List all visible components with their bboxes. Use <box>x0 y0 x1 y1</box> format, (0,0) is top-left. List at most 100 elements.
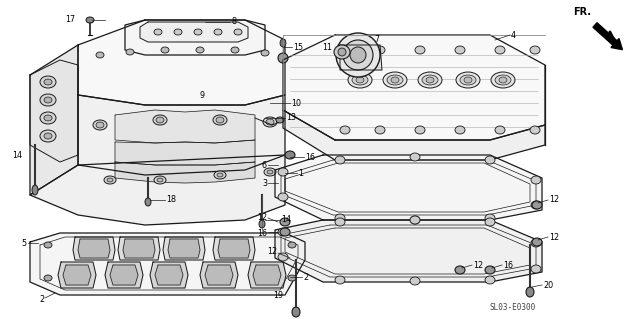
Ellipse shape <box>264 168 276 176</box>
Ellipse shape <box>157 178 163 182</box>
Text: 17: 17 <box>65 16 75 25</box>
Polygon shape <box>105 262 143 288</box>
Polygon shape <box>115 110 255 143</box>
Ellipse shape <box>335 276 345 284</box>
Text: 12: 12 <box>267 248 277 256</box>
Polygon shape <box>275 155 542 220</box>
Ellipse shape <box>96 122 104 128</box>
Ellipse shape <box>335 214 345 222</box>
Ellipse shape <box>410 216 420 224</box>
Ellipse shape <box>387 75 403 85</box>
Ellipse shape <box>292 307 300 317</box>
Ellipse shape <box>285 151 295 159</box>
Ellipse shape <box>194 29 202 35</box>
Ellipse shape <box>340 126 350 134</box>
Text: 8: 8 <box>232 18 237 26</box>
Polygon shape <box>200 262 238 288</box>
Ellipse shape <box>214 29 222 35</box>
Ellipse shape <box>410 153 420 161</box>
Ellipse shape <box>531 239 541 247</box>
Text: 14: 14 <box>281 216 291 225</box>
Polygon shape <box>163 237 205 260</box>
Ellipse shape <box>44 133 52 139</box>
Polygon shape <box>118 237 160 260</box>
Ellipse shape <box>280 39 286 47</box>
Ellipse shape <box>107 178 113 182</box>
Ellipse shape <box>350 47 366 63</box>
Text: 19: 19 <box>273 291 283 300</box>
FancyArrow shape <box>593 23 623 50</box>
Polygon shape <box>140 22 248 42</box>
Text: 15: 15 <box>293 42 303 51</box>
Ellipse shape <box>531 176 541 184</box>
Polygon shape <box>30 45 78 195</box>
Ellipse shape <box>418 72 442 88</box>
Ellipse shape <box>261 50 269 56</box>
Ellipse shape <box>410 216 420 224</box>
Ellipse shape <box>531 265 541 273</box>
Text: 16: 16 <box>305 152 315 161</box>
Polygon shape <box>150 262 188 288</box>
Ellipse shape <box>526 287 534 297</box>
Text: SL03-E0300: SL03-E0300 <box>490 302 536 311</box>
Ellipse shape <box>196 47 204 53</box>
Ellipse shape <box>44 115 52 121</box>
Text: 16: 16 <box>257 228 267 238</box>
Ellipse shape <box>154 176 166 184</box>
Ellipse shape <box>280 218 290 226</box>
Ellipse shape <box>532 201 542 209</box>
Ellipse shape <box>267 170 273 174</box>
Text: 14: 14 <box>12 151 22 160</box>
Ellipse shape <box>336 33 380 77</box>
Text: 12: 12 <box>549 233 559 241</box>
Ellipse shape <box>280 228 290 236</box>
Polygon shape <box>213 237 255 260</box>
Polygon shape <box>73 237 115 260</box>
Ellipse shape <box>213 115 227 125</box>
Ellipse shape <box>531 201 541 209</box>
Ellipse shape <box>335 218 345 226</box>
Polygon shape <box>248 262 286 288</box>
Ellipse shape <box>383 72 407 88</box>
Text: 7: 7 <box>374 35 379 44</box>
Ellipse shape <box>93 120 107 130</box>
Ellipse shape <box>485 276 495 284</box>
Text: 12: 12 <box>549 196 559 204</box>
Polygon shape <box>30 60 78 162</box>
Ellipse shape <box>422 75 438 85</box>
Polygon shape <box>110 265 138 285</box>
Ellipse shape <box>491 72 515 88</box>
Text: 13: 13 <box>286 114 296 122</box>
Ellipse shape <box>44 242 52 248</box>
Text: 5: 5 <box>22 239 27 248</box>
Ellipse shape <box>276 117 284 123</box>
Text: 11: 11 <box>322 43 332 53</box>
Text: 18: 18 <box>166 196 176 204</box>
Ellipse shape <box>464 77 472 83</box>
Ellipse shape <box>161 47 169 53</box>
Ellipse shape <box>153 115 167 125</box>
Ellipse shape <box>495 75 511 85</box>
Ellipse shape <box>278 253 288 261</box>
Ellipse shape <box>485 266 495 274</box>
Ellipse shape <box>340 46 350 54</box>
Polygon shape <box>123 239 155 258</box>
Text: 2: 2 <box>39 294 44 303</box>
Polygon shape <box>115 140 255 165</box>
Ellipse shape <box>44 275 52 281</box>
Ellipse shape <box>86 17 94 23</box>
Ellipse shape <box>217 173 223 177</box>
Text: 6: 6 <box>262 160 267 169</box>
Ellipse shape <box>495 126 505 134</box>
Polygon shape <box>63 265 91 285</box>
Ellipse shape <box>40 94 56 106</box>
Polygon shape <box>275 220 542 282</box>
Ellipse shape <box>104 176 116 184</box>
Polygon shape <box>253 265 281 285</box>
Ellipse shape <box>426 77 434 83</box>
Polygon shape <box>283 35 545 140</box>
Ellipse shape <box>485 156 495 164</box>
Ellipse shape <box>499 77 507 83</box>
Text: 4: 4 <box>511 31 516 40</box>
Polygon shape <box>58 262 96 288</box>
